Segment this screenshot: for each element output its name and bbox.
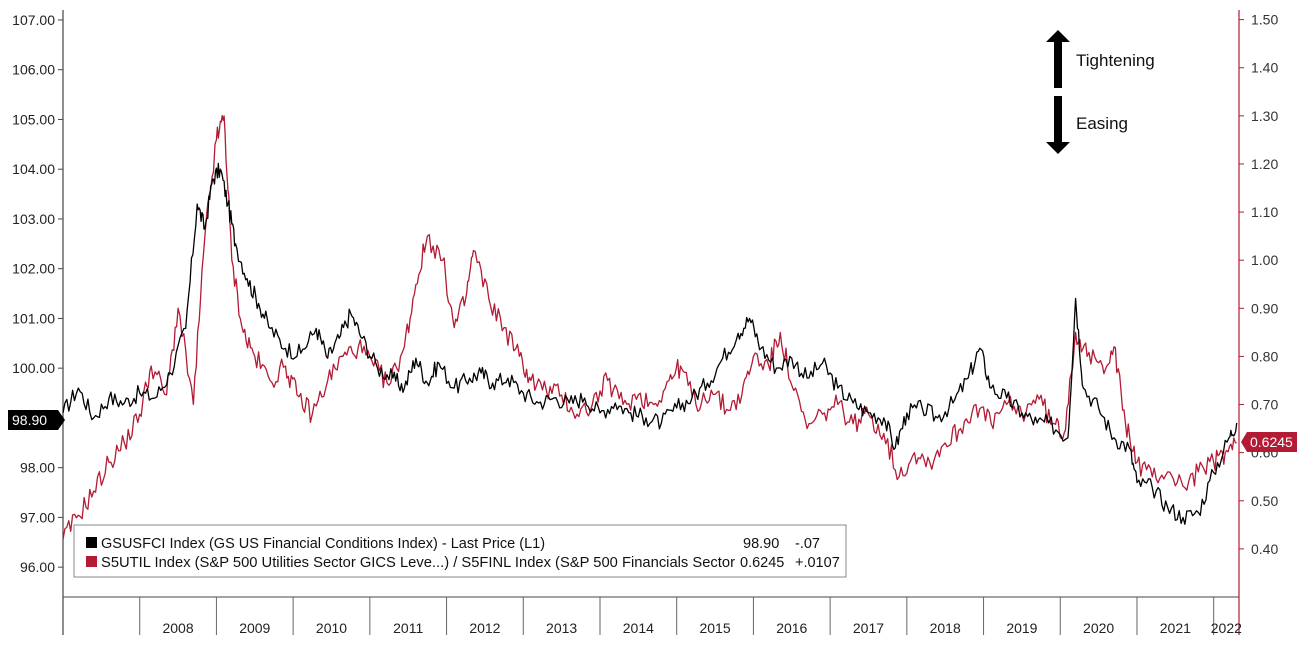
right-tick-label: 0.80	[1251, 348, 1278, 364]
x-tick-label: 2013	[546, 620, 577, 636]
x-tick-label: 2014	[623, 620, 654, 636]
right-badge-shape	[1241, 432, 1297, 452]
right-tick-label: 0.90	[1251, 300, 1278, 316]
right-tick-label: 0.70	[1251, 397, 1278, 413]
legend: GSUSFCI Index (GS US Financial Condition…	[73, 524, 847, 578]
left-badge-shape	[8, 410, 65, 430]
right-tick-label: 1.30	[1251, 108, 1278, 124]
left-tick-label: 97.00	[20, 509, 55, 525]
left-tick-label: 101.00	[12, 310, 55, 326]
series-line-gsusfci	[62, 162, 1238, 525]
x-tick-label: 2008	[162, 620, 193, 636]
x-tick-label: 2021	[1160, 620, 1191, 636]
left-tick-label: 98.00	[20, 460, 55, 476]
left-tick-label: 102.00	[12, 261, 55, 277]
x-tick-label: 2018	[930, 620, 961, 636]
x-tick-label: 2010	[316, 620, 347, 636]
annotation-tightening: Tightening	[1076, 51, 1155, 70]
x-tick-label: 2022	[1211, 620, 1242, 636]
left-tick-label: 107.00	[12, 12, 55, 28]
x-tick-label: 2019	[1006, 620, 1037, 636]
tightening-easing-annotation: Tightening Easing	[1046, 30, 1155, 154]
left-axis: 107.00 106.00 105.00 104.00 103.00 102.00 101.…	[12, 12, 63, 575]
arrow-down-icon	[1046, 96, 1070, 154]
series-layer	[62, 114, 1238, 540]
left-tick-label: 96.00	[20, 559, 55, 575]
x-tick-label: 2011	[393, 620, 423, 636]
left-tick-label: 103.00	[12, 211, 55, 227]
legend-box	[73, 524, 847, 578]
right-tick-label: 1.00	[1251, 252, 1278, 268]
x-axis: 2008 2009 2010 2011 2012 2013 2014 2015 2016 2017…	[139, 597, 1242, 636]
right-tick-label: 1.20	[1251, 156, 1278, 172]
legend-swatch-gsusfci	[86, 537, 97, 548]
legend-change-gsusfci: -.07	[795, 536, 820, 552]
right-tick-label: 0.50	[1251, 493, 1278, 509]
left-tick-label: 105.00	[12, 111, 55, 127]
legend-value-gsusfci: 98.90	[743, 536, 779, 552]
left-badge-text: 98.90	[12, 412, 47, 428]
annotation-easing: Easing	[1076, 114, 1128, 133]
right-tick-label: 1.10	[1251, 204, 1278, 220]
left-last-value-badge: 98.90	[8, 410, 65, 430]
x-tick-label: 2017	[853, 620, 884, 636]
right-tick-label: 1.50	[1251, 12, 1278, 28]
legend-change-util-fin: +.0107	[795, 555, 840, 571]
left-tick-label: 104.00	[12, 161, 55, 177]
legend-value-util-fin: 0.6245	[740, 555, 784, 571]
right-badge-text: 0.6245	[1250, 434, 1293, 450]
right-tick-label: 0.40	[1251, 541, 1278, 557]
right-last-value-badge: 0.6245	[1241, 432, 1297, 452]
x-tick-label: 2020	[1083, 620, 1114, 636]
x-tick-label: 2009	[239, 620, 270, 636]
right-tick-label: 1.40	[1251, 60, 1278, 76]
arrow-up-icon	[1046, 30, 1070, 88]
x-tick-label: 2016	[776, 620, 807, 636]
left-tick-label: 106.00	[12, 62, 55, 78]
x-tick-label: 2015	[699, 620, 730, 636]
legend-swatch-util-fin	[86, 556, 97, 567]
legend-label-gsusfci: GSUSFCI Index (GS US Financial Condition…	[101, 536, 545, 552]
x-tick-label: 2012	[469, 620, 500, 636]
legend-label-util-fin: S5UTIL Index (S&P 500 Utilities Sector G…	[101, 555, 735, 571]
left-tick-label: 100.00	[12, 360, 55, 376]
